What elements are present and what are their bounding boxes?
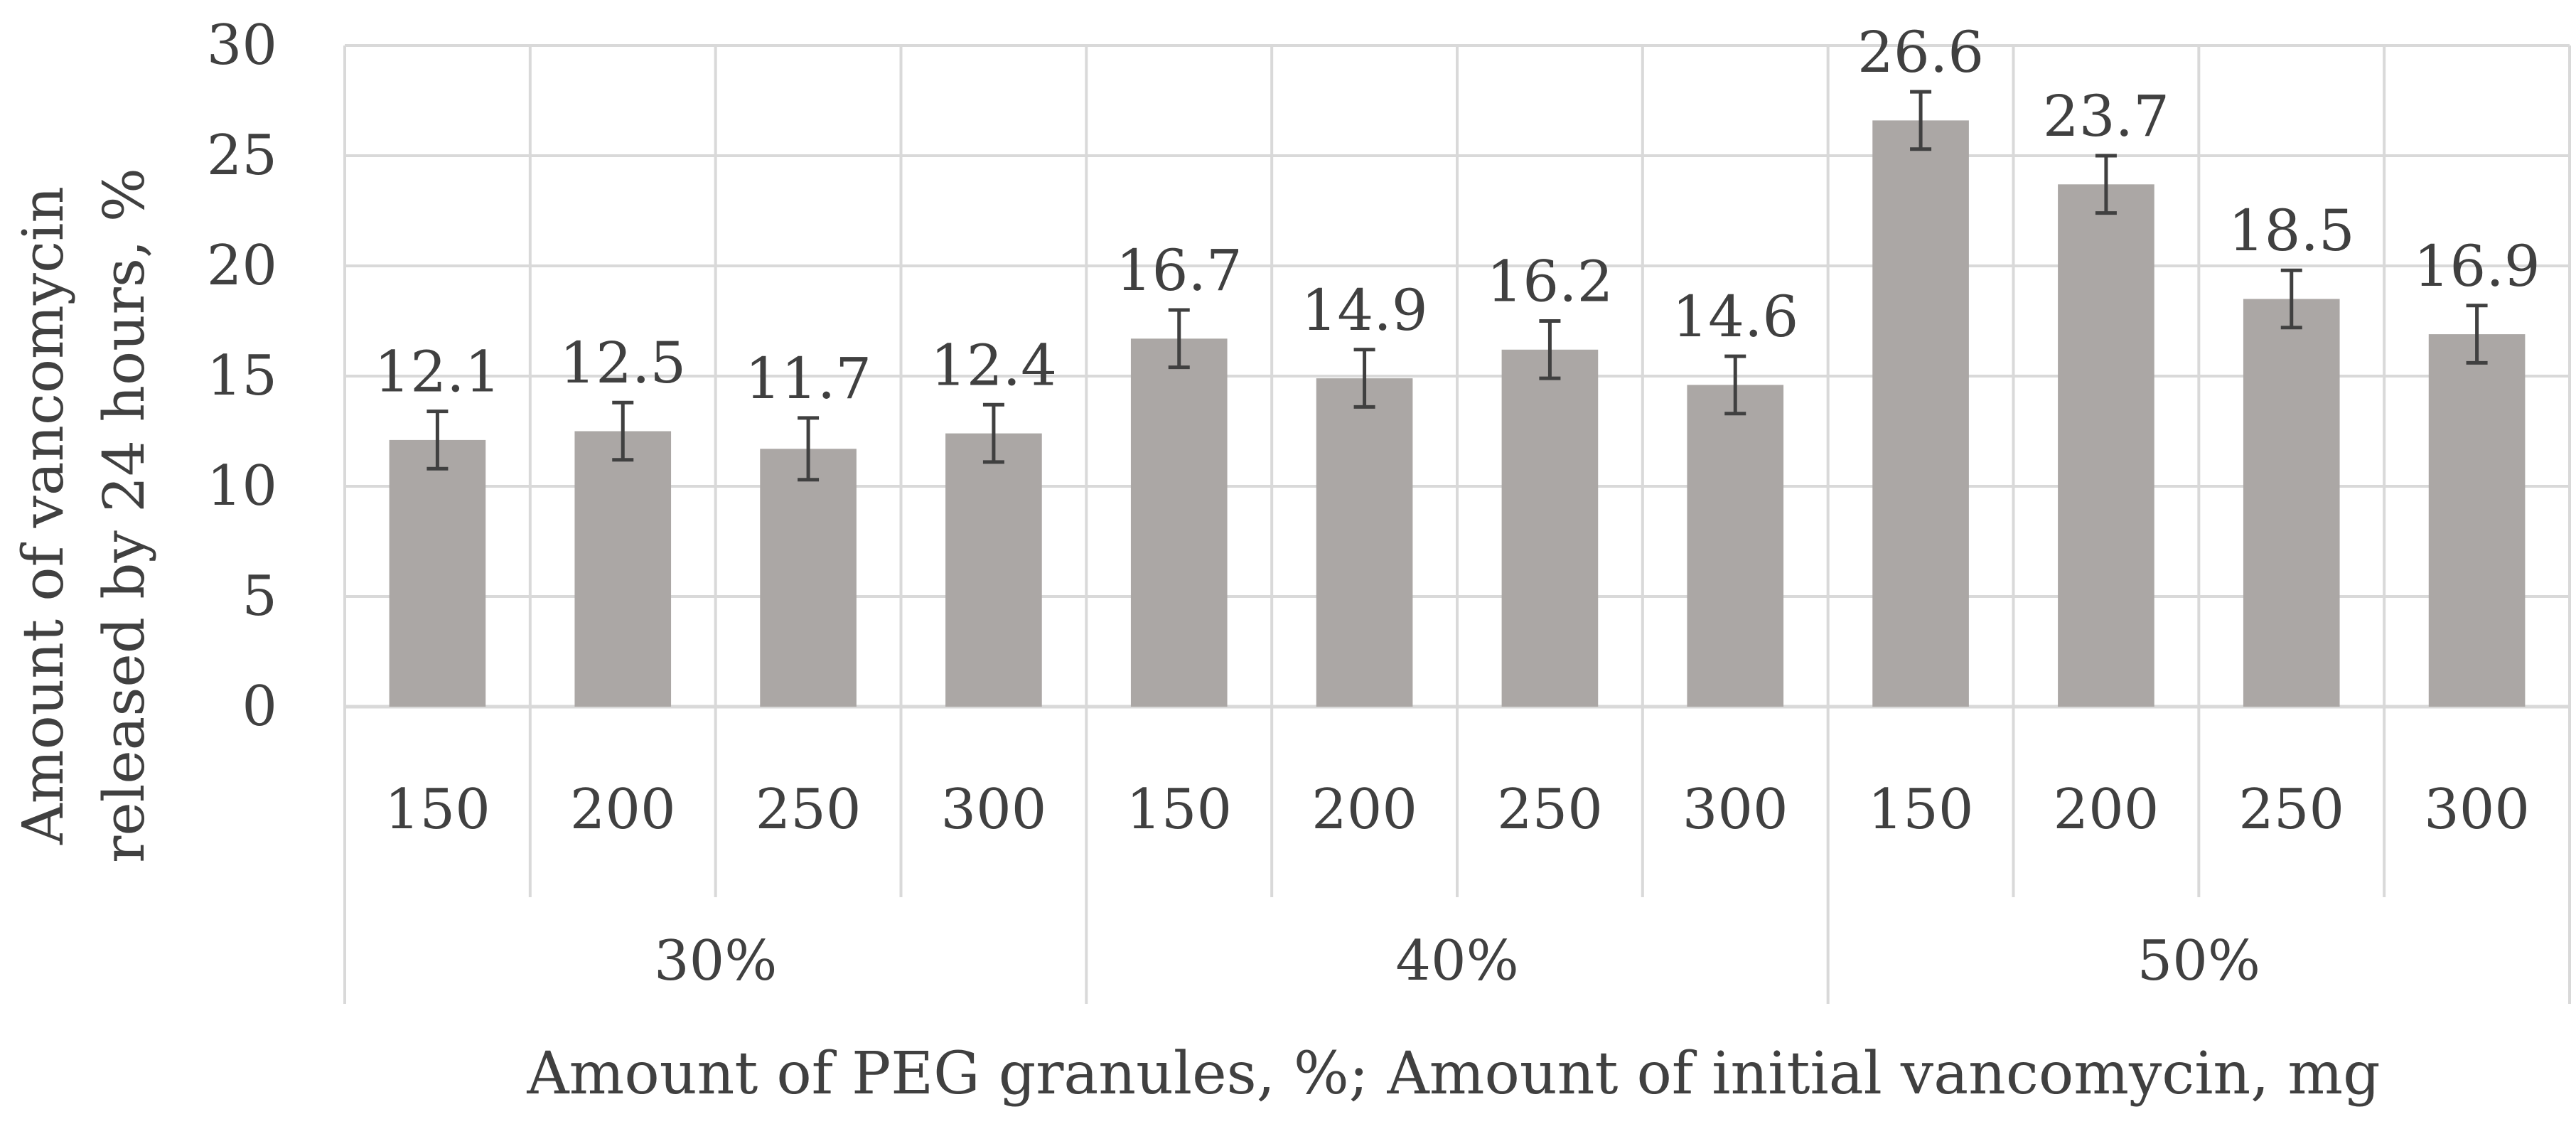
y-tick-label: 20 [207, 234, 277, 298]
data-label: 26.6 [1857, 19, 1984, 85]
data-label: 16.2 [1486, 249, 1613, 315]
x-axis-label: Amount of PEG granules, %; Amount of ini… [526, 1040, 2380, 1108]
data-label: 12.4 [930, 332, 1057, 398]
y-tick-label: 25 [207, 124, 277, 188]
data-label: 11.7 [745, 346, 871, 412]
x-group-label: 30% [654, 929, 777, 993]
bar [389, 439, 486, 707]
x-category-label: 250 [1497, 778, 1603, 842]
data-labels: 12.1 12.5 11.7 12.4 16.7 14.9 16.2 14.6 26.6 23.7… [374, 19, 2540, 412]
y-tick-label: 15 [207, 344, 277, 408]
x-group-label: 50% [2137, 929, 2260, 993]
x-category-label: 300 [940, 778, 1046, 842]
x-category-label: 200 [1311, 778, 1417, 842]
error-bars [426, 90, 2488, 482]
bar [760, 449, 857, 707]
x-category-label: 200 [570, 778, 676, 842]
x-category-label: 250 [756, 778, 862, 842]
bar [1316, 378, 1413, 707]
data-label: 12.5 [559, 330, 686, 396]
data-label: 16.7 [1116, 237, 1243, 304]
bar [2428, 334, 2526, 707]
data-label: 18.5 [2228, 198, 2355, 264]
y-axis-label-line-2: released by 24 hours, % [91, 168, 157, 863]
y-tick-label: 5 [242, 564, 277, 628]
x-category-label: 150 [1126, 778, 1232, 842]
bar [1130, 338, 1228, 707]
x-category-label: 150 [385, 778, 490, 842]
y-tick-label: 0 [242, 675, 277, 739]
data-label: 14.6 [1672, 284, 1798, 350]
bar [2058, 184, 2154, 707]
x-axis-groups: 30% 40% 50% [654, 929, 2260, 993]
bar [574, 431, 672, 707]
data-label: 14.9 [1302, 277, 1428, 343]
x-category-label: 150 [1868, 778, 1974, 842]
x-axis-categories: 150 200 250 300 150 200 250 300 150 200 250 300 [385, 778, 2530, 842]
bar [1872, 120, 1969, 707]
bar [1501, 349, 1599, 707]
y-tick-label: 30 [207, 14, 277, 77]
data-label: 16.9 [2414, 233, 2540, 299]
bar [1687, 385, 1784, 707]
bars [389, 120, 2526, 707]
gridlines [343, 44, 2571, 1004]
x-category-label: 200 [2053, 778, 2159, 842]
y-axis-label-line-1: Amount of vancomycin [10, 186, 76, 845]
x-category-label: 250 [2238, 778, 2344, 842]
x-group-label: 40% [1395, 929, 1518, 993]
y-axis-ticks: 0 5 10 15 20 25 30 [207, 14, 277, 739]
x-category-label: 300 [2424, 778, 2530, 842]
bar [945, 433, 1042, 707]
y-tick-label: 10 [207, 454, 277, 518]
data-label: 12.1 [374, 339, 500, 405]
data-label: 23.7 [2043, 83, 2169, 149]
bar [2243, 299, 2340, 707]
x-category-label: 300 [1683, 778, 1788, 842]
